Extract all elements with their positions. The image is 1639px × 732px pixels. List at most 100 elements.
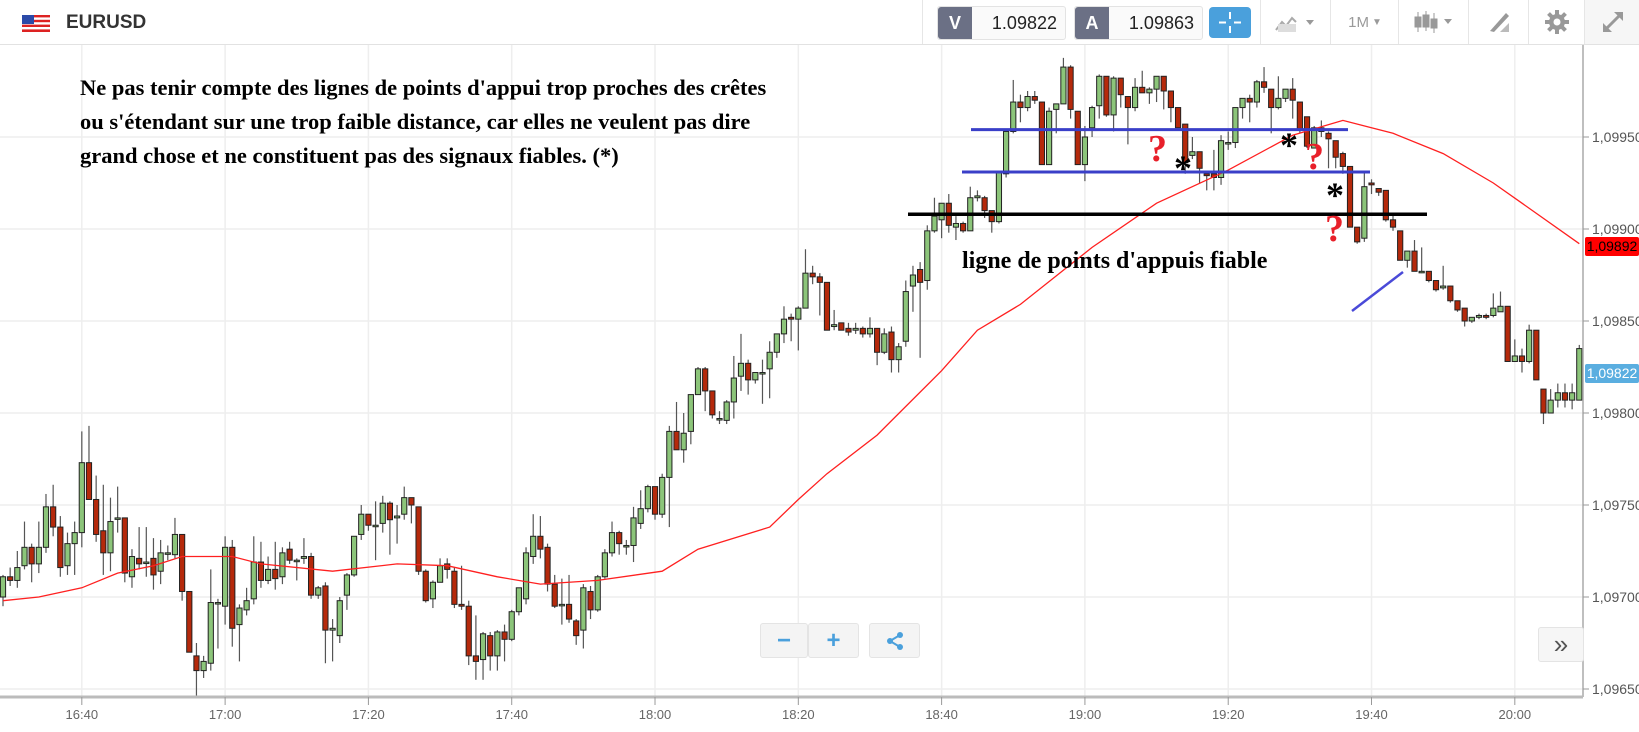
candles	[0, 57, 1583, 699]
candle	[680, 413, 687, 463]
timeframe-dropdown[interactable]: 1M ▼	[1330, 0, 1399, 44]
candle-body	[1024, 96, 1031, 109]
candle-body	[788, 316, 795, 320]
settings-button[interactable]	[1528, 0, 1585, 44]
question-mark-annotation: ?	[1305, 136, 1324, 178]
drawing-tools-button[interactable]	[1468, 0, 1529, 44]
candle-body	[1017, 101, 1024, 109]
candle	[458, 565, 465, 610]
candle-body	[458, 603, 465, 607]
candle-body	[35, 546, 42, 565]
candle-body	[1311, 127, 1318, 149]
candle-body	[1167, 90, 1174, 109]
candle	[179, 533, 186, 601]
candle-body	[1053, 103, 1060, 110]
candle	[637, 490, 644, 529]
time-axis: 16:40 17:00 17:20 17:40 18:00 18:20 18:40 19:00…	[66, 697, 1531, 722]
candle-body	[1346, 165, 1354, 228]
candle	[293, 558, 300, 581]
candle-body	[365, 513, 372, 526]
chart-type-button[interactable]	[1260, 0, 1331, 44]
candle	[401, 486, 408, 520]
candle	[136, 527, 143, 570]
zoom-in-button[interactable]: +	[808, 623, 859, 658]
candle	[1483, 313, 1490, 320]
candle	[1167, 90, 1174, 123]
candle	[816, 273, 823, 316]
candle-body	[21, 546, 28, 567]
candle	[1225, 131, 1232, 150]
candle	[150, 538, 157, 590]
candle	[265, 556, 272, 585]
price-axis: 1,09950 1,09900 1,09850 1,09800 1,09750 1,097…	[1583, 129, 1639, 697]
candle-body	[823, 281, 831, 331]
fullscreen-button[interactable]	[1584, 0, 1639, 44]
candle-body	[1447, 285, 1454, 302]
chevron-down-icon: ▼	[1371, 16, 1382, 28]
candle	[336, 597, 343, 643]
candle-body	[730, 377, 737, 403]
candle-body	[1526, 329, 1533, 362]
candle-body	[1561, 392, 1569, 401]
candle-body	[1454, 300, 1461, 311]
candle	[1239, 97, 1246, 119]
candle-body	[42, 506, 50, 548]
candle-body	[1131, 86, 1139, 109]
candle-style-button[interactable]	[1398, 0, 1469, 44]
chart-type-icon	[1275, 16, 1314, 32]
candle-body	[1003, 130, 1010, 175]
candle-body	[1540, 388, 1547, 414]
candle-body	[222, 546, 229, 607]
candle	[580, 584, 587, 649]
candle-body	[1354, 226, 1361, 243]
candle	[1569, 383, 1576, 410]
candle	[924, 225, 931, 290]
candle-body	[200, 660, 207, 672]
candle	[1432, 280, 1440, 292]
symbol-title[interactable]: EURUSD	[66, 12, 147, 33]
sell-price-button[interactable]: V 1.09822	[937, 6, 1066, 40]
candle	[71, 521, 78, 575]
candle	[1339, 151, 1346, 174]
buy-price-button[interactable]: A 1.09863	[1074, 6, 1203, 40]
sell-key: V	[938, 7, 972, 39]
candle	[702, 367, 709, 412]
toolbar: EURUSD V 1.09822 A 1.09863 1M ▼	[0, 0, 1639, 45]
candle	[530, 514, 537, 564]
candle	[1382, 189, 1389, 222]
candle	[1282, 88, 1289, 103]
candle	[1067, 65, 1074, 119]
candle	[1425, 270, 1432, 283]
candle-body	[307, 556, 315, 596]
candle	[1518, 348, 1526, 373]
candle-body	[1225, 142, 1232, 145]
crosshair-button[interactable]	[1209, 7, 1251, 38]
candle	[745, 359, 752, 395]
candle-body	[859, 327, 866, 335]
candle-body	[372, 524, 379, 528]
candle-body	[759, 372, 766, 375]
candle-body	[680, 432, 687, 451]
candle	[93, 475, 100, 542]
annotation-line: Ne pas tenir compte des lignes de points…	[80, 75, 767, 100]
candle	[508, 609, 515, 642]
candle	[737, 333, 745, 391]
candle-body	[451, 570, 458, 605]
candle-body	[1110, 77, 1117, 116]
scroll-right-button[interactable]: »	[1538, 627, 1584, 662]
zoom-out-button[interactable]: −	[760, 623, 808, 658]
candle-body	[608, 532, 616, 554]
candle-body	[780, 318, 788, 335]
candle	[429, 580, 436, 609]
price-chart[interactable]: 1,09950 1,09900 1,09850 1,09800 1,09750 1,097…	[0, 45, 1639, 732]
candle-body	[415, 506, 422, 572]
share-button[interactable]	[869, 623, 920, 658]
candle	[315, 585, 322, 599]
candle-body	[1418, 270, 1425, 274]
drawing-tools-icon	[1490, 13, 1509, 32]
candle-body	[1382, 189, 1389, 221]
candle	[1088, 105, 1096, 137]
candle	[107, 497, 114, 572]
candle-body	[1483, 314, 1490, 318]
candle-body	[422, 570, 429, 602]
